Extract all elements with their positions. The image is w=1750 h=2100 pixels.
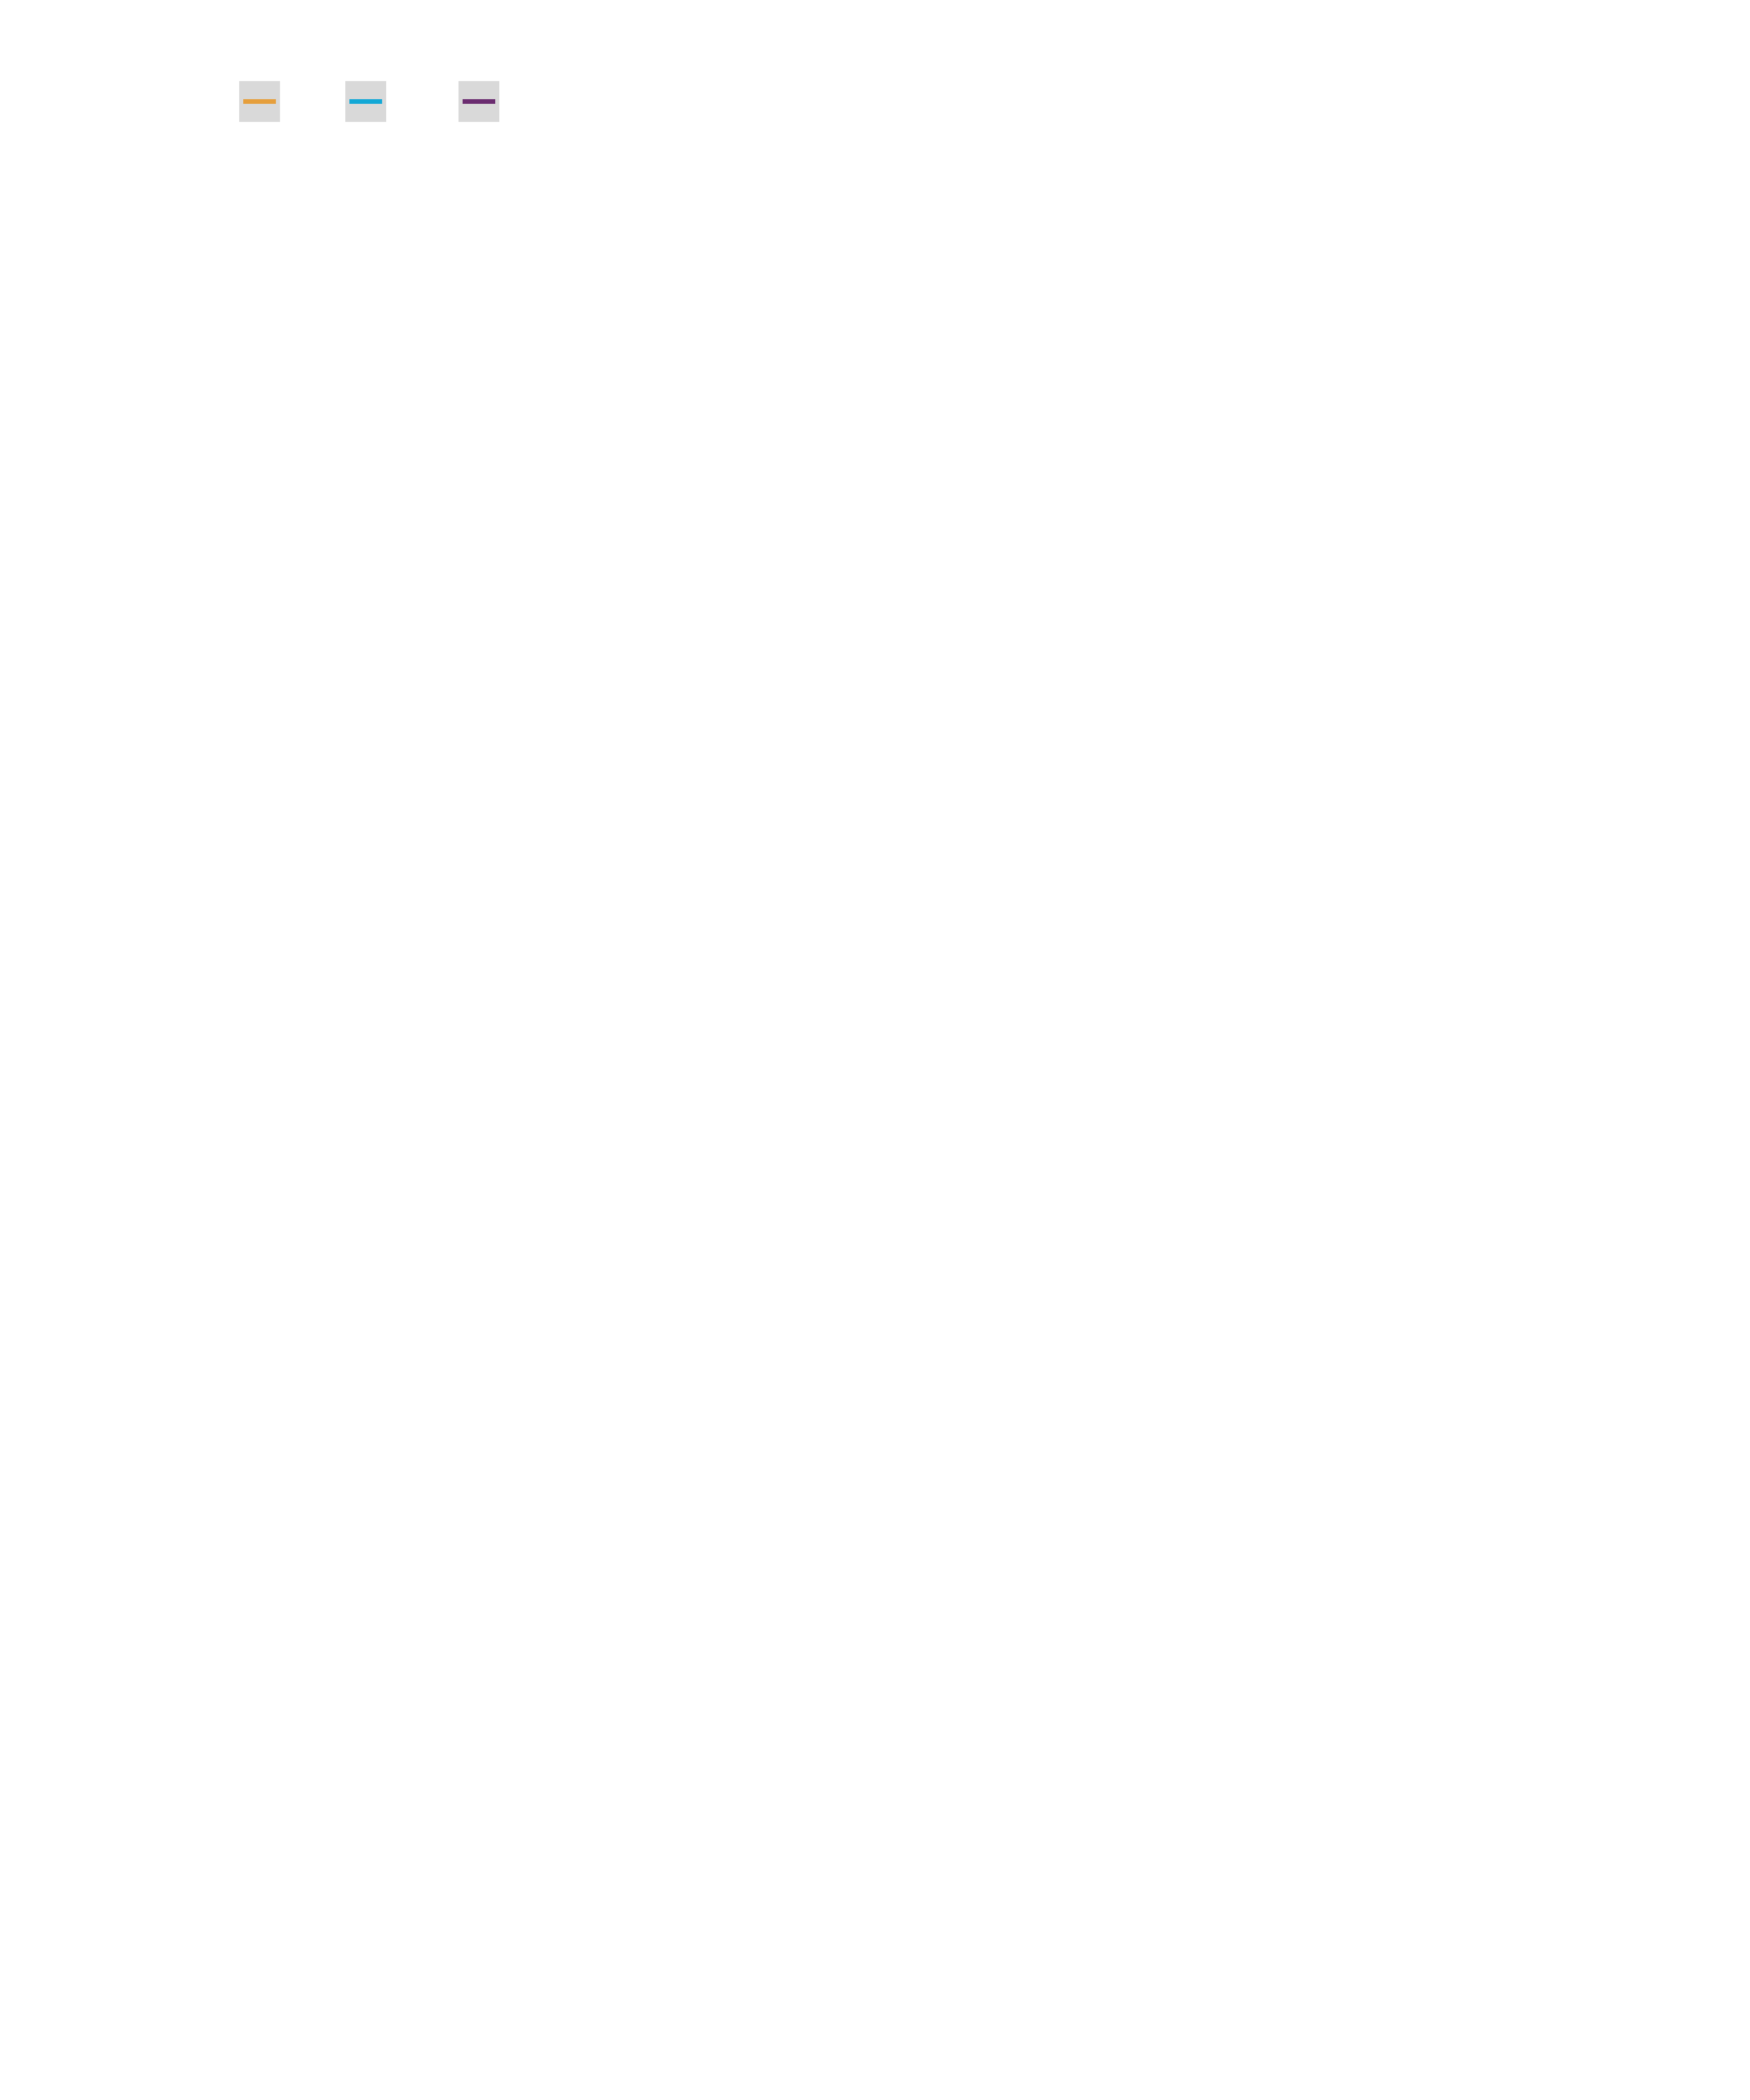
legend: [239, 81, 499, 122]
legend-key-train: [345, 81, 386, 122]
legend-key-val: [459, 81, 499, 122]
legend-key-test: [239, 81, 280, 122]
